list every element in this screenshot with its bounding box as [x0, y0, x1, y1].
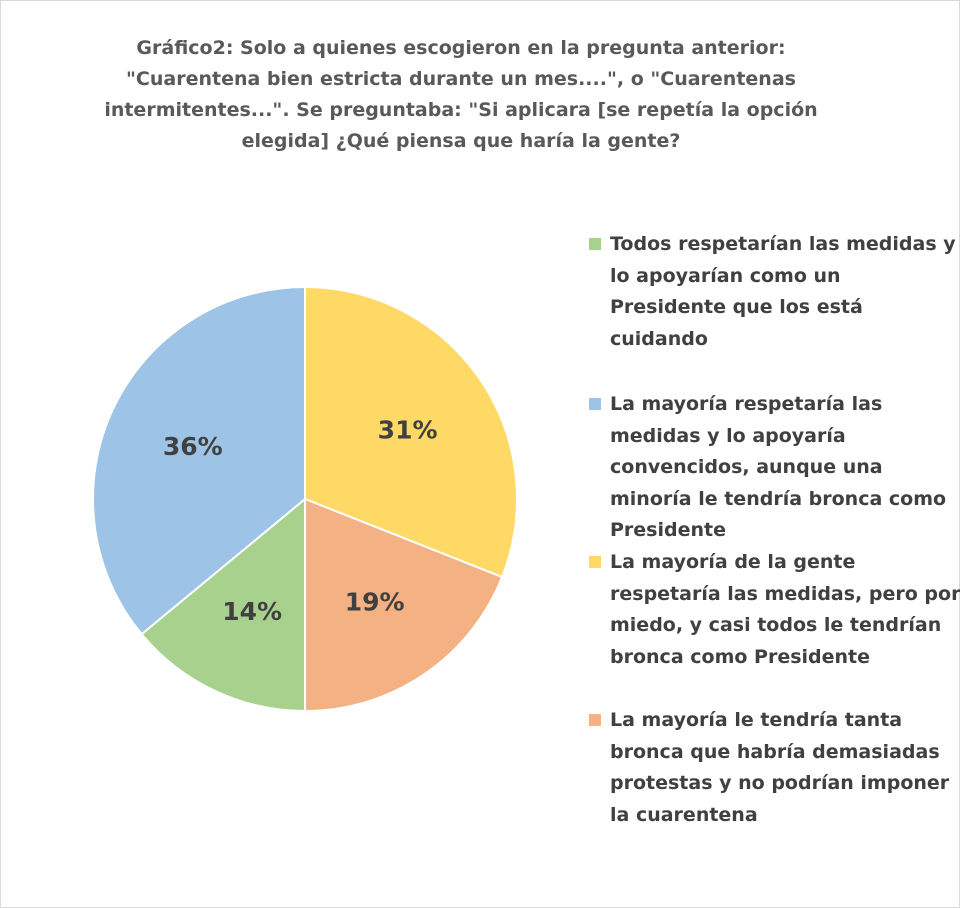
pie-slice-mayoria-convencidos [92, 285, 306, 636]
legend-swatch-orange [589, 714, 601, 726]
legend-swatch-green [589, 238, 601, 250]
legend-label-line: La mayoría respetaría las [610, 393, 883, 415]
legend-label-line: convencidos, aunque una [610, 456, 883, 478]
legend-label-line: bronca que habría demasiadas [610, 740, 940, 763]
legend-label-line: La mayoría de la gente [610, 551, 856, 573]
legend-label-line: minoría le tendría bronca como [610, 487, 947, 510]
legend-item-mayoria-respetaria-convencidos: La mayoría respetaría las medidas y lo a… [589, 389, 954, 547]
chart-title-line: "Cuarentena bien estricta durante un mes… [126, 68, 796, 90]
legend-swatch-blue [589, 398, 601, 410]
pie-data-label: 31% [378, 415, 438, 444]
legend-label-line: la cuarentena [610, 803, 758, 826]
legend-label-line: respetaría las medidas, pero por [610, 582, 960, 605]
legend-item-mayoria-por-miedo: La mayoría de la gente respetaría las me… [589, 547, 960, 673]
chart-title-line: intermitentes...". Se preguntaba: "Si ap… [104, 99, 818, 121]
legend-label-line: cuidando [610, 327, 708, 350]
legend-swatch-yellow [589, 556, 601, 568]
legend-label-line: protestas y no podrían imponer [610, 772, 950, 794]
legend-item-demasiadas-protestas: La mayoría le tendría tanta bronca que h… [589, 705, 954, 831]
pie-slice-demasiadas-protestas [304, 497, 504, 713]
pie-slice-todos-respetarian [140, 496, 306, 713]
legend-label-line: Presidente que los está [610, 296, 863, 318]
legend-label-line: medidas y lo apoyaría [610, 424, 846, 447]
chart-title: Gráfico2: Solo a quienes escogieron en l… [91, 33, 831, 157]
legend-label-line: Presidente [610, 519, 726, 541]
chart-title-line: elegida] ¿Qué piensa que haría la gente? [241, 130, 681, 152]
pie-data-label: 14% [222, 597, 282, 626]
legend-label-line: Todos respetarían las medidas y [610, 233, 956, 255]
pie-slice-mayoria-por-miedo [304, 285, 518, 579]
legend-label-line: miedo, y casi todos le tendrían [610, 614, 942, 636]
legend-label-line: La mayoría le tendría tanta [610, 709, 903, 731]
chart-title-line: Gráfico2: Solo a quienes escogieron en l… [136, 37, 786, 59]
pie-data-label: 36% [163, 432, 223, 461]
pie-data-label: 19% [345, 588, 405, 617]
legend-label-line: bronca como Presidente [610, 645, 871, 668]
legend-item-todos-respetarian: Todos respetarían las medidas y lo apoya… [589, 229, 956, 355]
legend-label-line: lo apoyarían como un [610, 264, 841, 287]
